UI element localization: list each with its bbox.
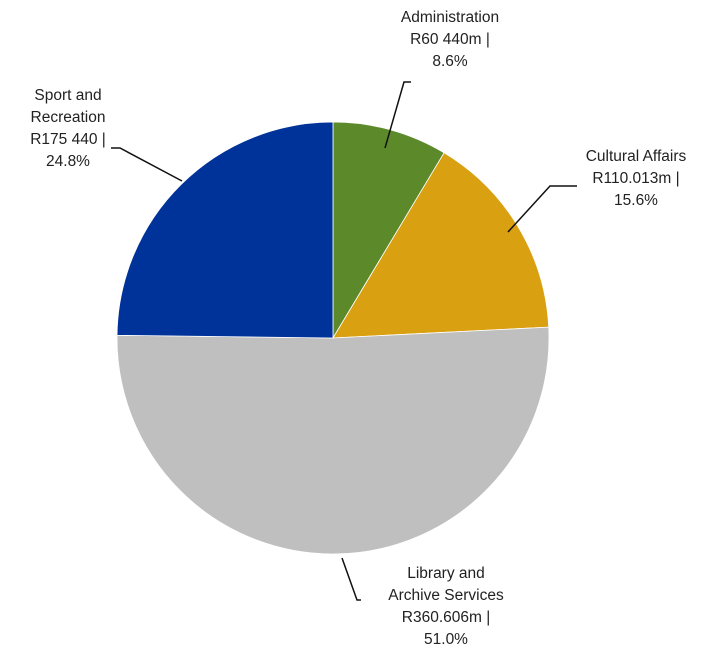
leader-line bbox=[507, 185, 577, 233]
data-label-line: R175 440 | bbox=[30, 131, 106, 148]
data-label-line: 8.6% bbox=[432, 53, 468, 70]
pie-slices bbox=[116, 121, 550, 555]
data-label-line: Recreation bbox=[31, 109, 106, 126]
data-label-line: Administration bbox=[401, 9, 499, 26]
data-label: Administration R60 440m | 8.6% bbox=[401, 9, 499, 70]
data-label-line: Archive Services bbox=[388, 587, 504, 604]
data-label-line: R60 440m | bbox=[410, 31, 490, 48]
data-label-line: R360.606m | bbox=[402, 609, 490, 626]
pie-slice-sport-and-recreation bbox=[116, 121, 334, 339]
data-label-line: Sport and bbox=[34, 87, 101, 104]
data-label-line: Library and bbox=[407, 565, 485, 582]
data-labels: Administration R60 440m | 8.6% Cultural Aff… bbox=[30, 9, 686, 648]
data-label-line: Cultural Affairs bbox=[586, 148, 687, 165]
data-label: Sport and Recreation R175 440 | 24.8% bbox=[30, 87, 106, 170]
leader-line bbox=[384, 81, 411, 149]
leader-line bbox=[111, 147, 183, 182]
data-label: Cultural Affairs R110.013m | 15.6% bbox=[586, 148, 687, 209]
data-label-line: 24.8% bbox=[46, 153, 90, 170]
leader-lines bbox=[111, 81, 577, 601]
leader-line bbox=[341, 557, 361, 601]
pie-slice-library-and-archive-services bbox=[116, 326, 550, 555]
data-label-line: 15.6% bbox=[614, 192, 658, 209]
data-label: Library and Archive Services R360.606m | 51… bbox=[388, 565, 504, 648]
pie-slice-cultural-affairs bbox=[332, 152, 550, 339]
data-label-line: 51.0% bbox=[424, 631, 468, 648]
data-label-line: R110.013m | bbox=[592, 170, 679, 187]
